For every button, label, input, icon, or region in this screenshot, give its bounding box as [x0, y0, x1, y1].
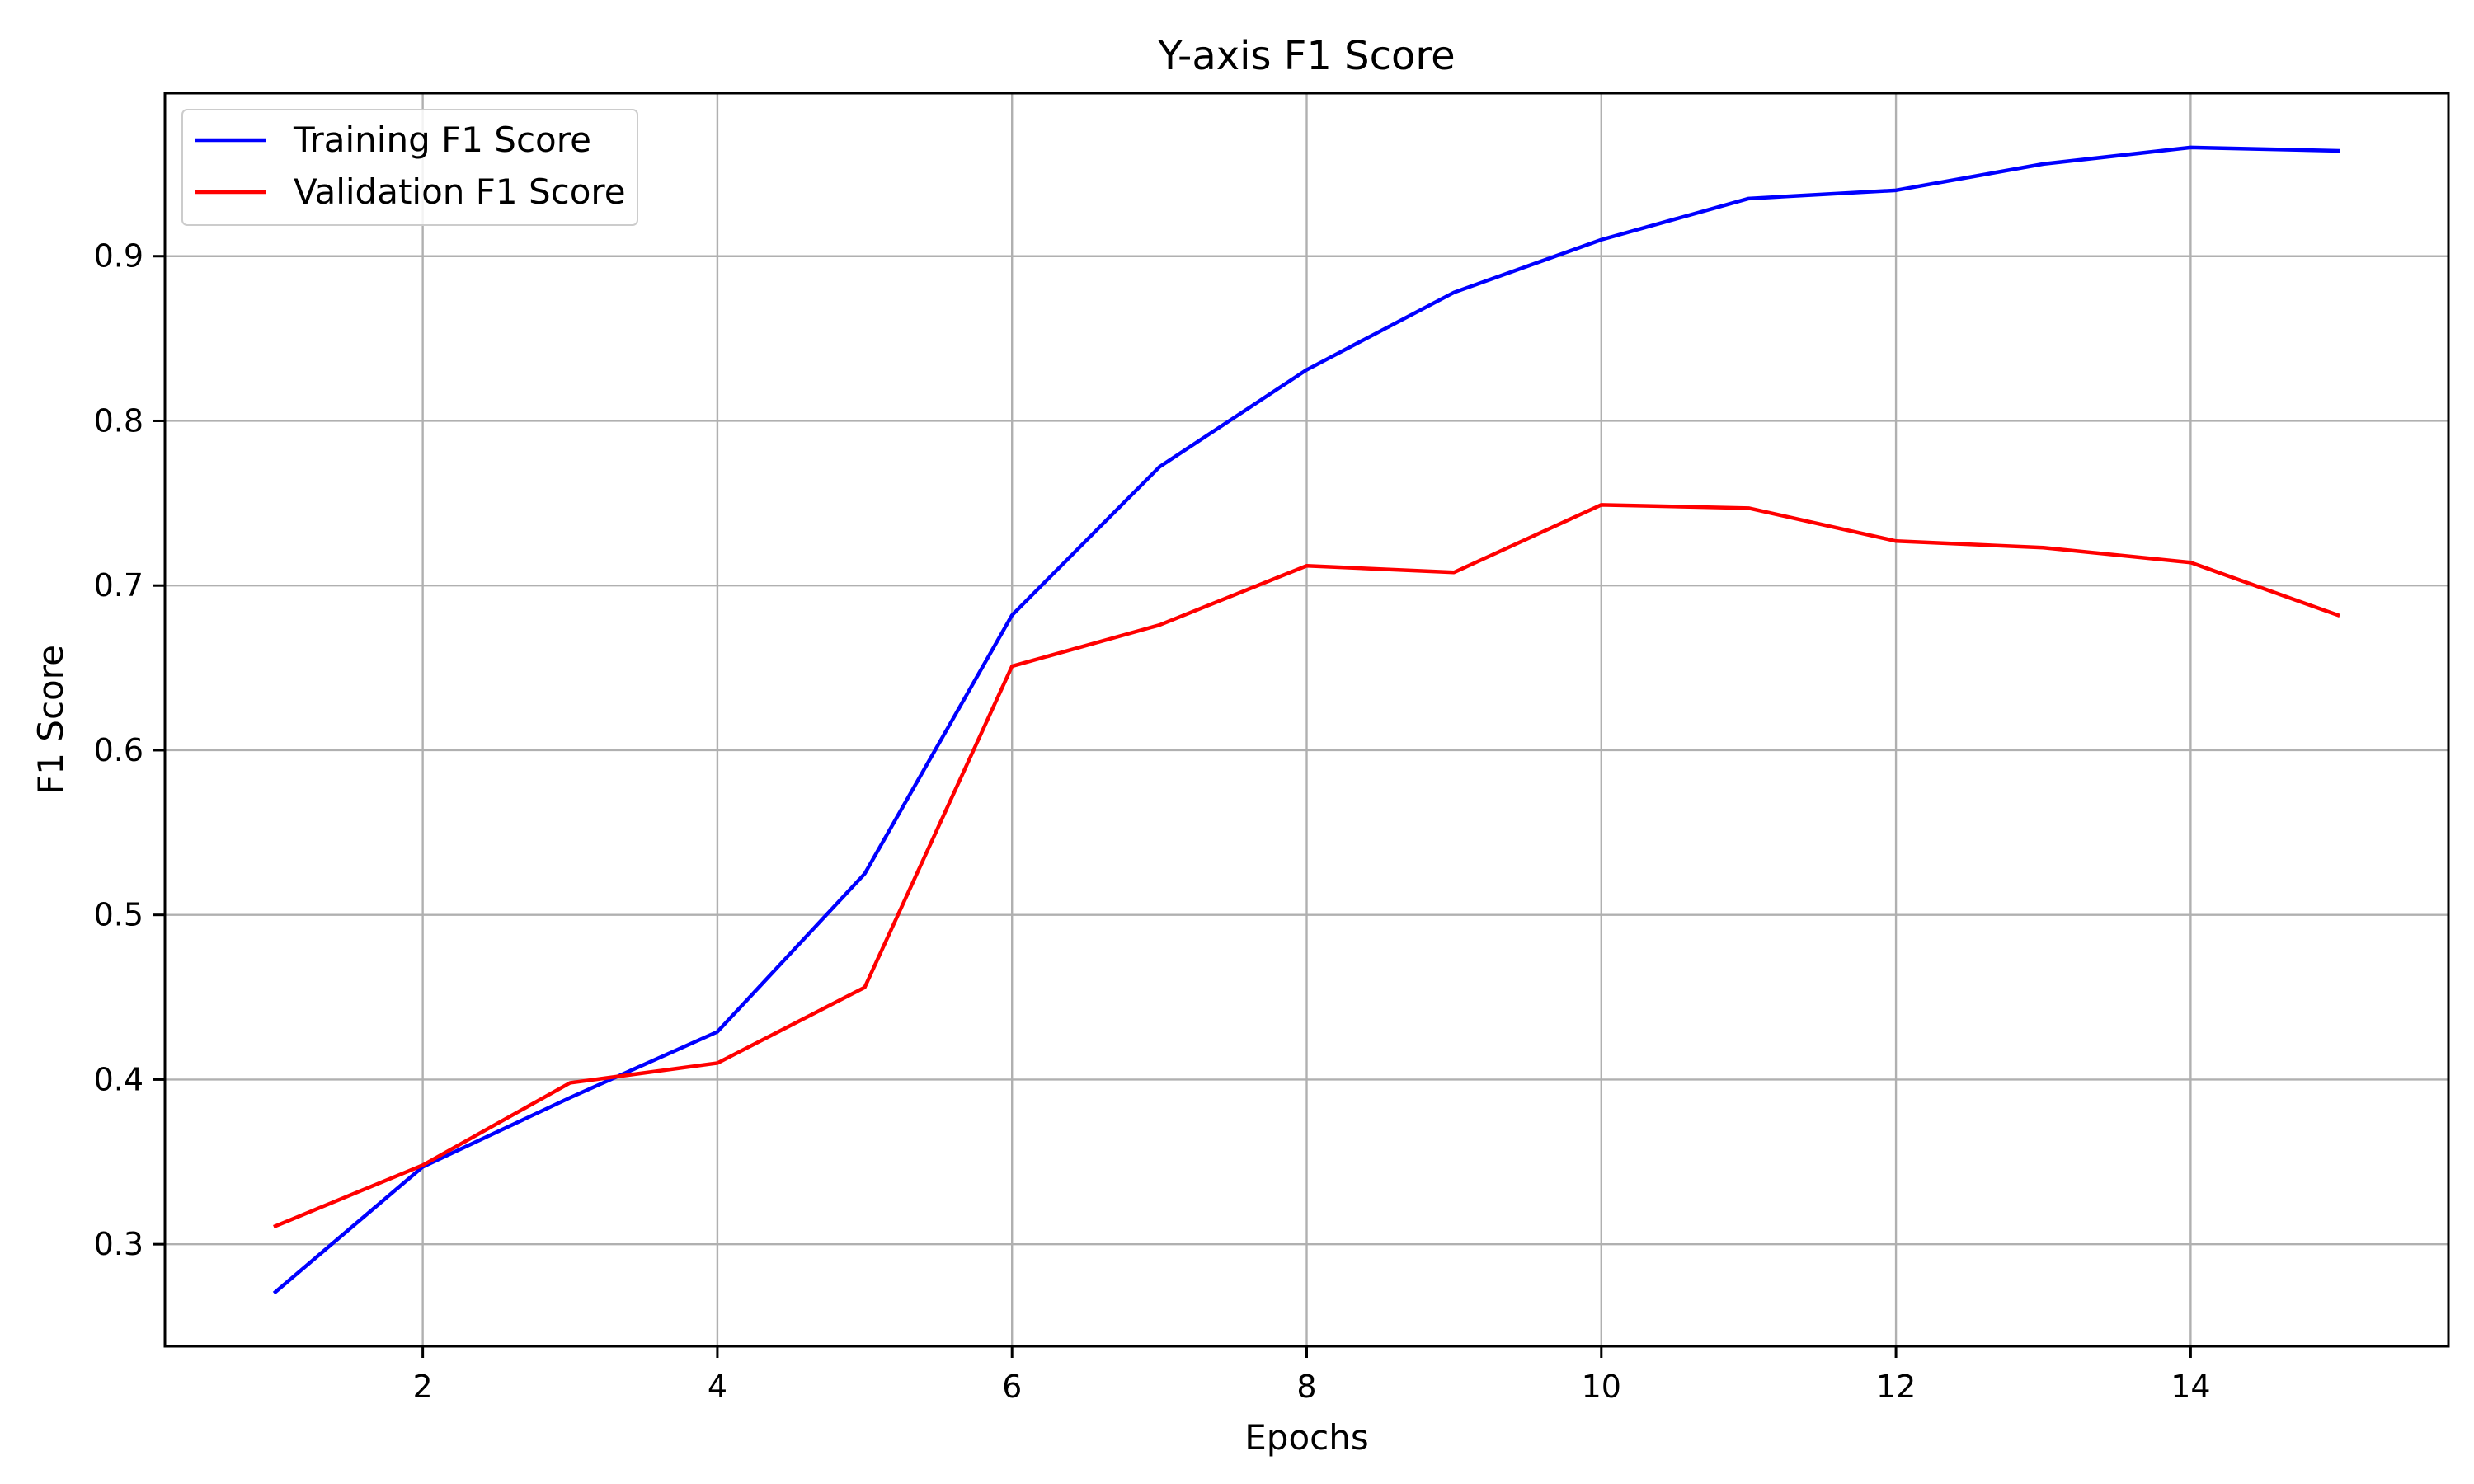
x-axis-ticks: 2 4 6 8 10 12 14: [413, 1346, 2211, 1405]
x-tick-label: 14: [2171, 1369, 2210, 1405]
y-tick-label: 0.4: [94, 1061, 143, 1097]
legend-label-training: Training F1 Score: [293, 120, 591, 160]
x-tick-label: 4: [708, 1369, 727, 1405]
y-tick-label: 0.8: [94, 402, 143, 439]
y-tick-label: 0.9: [94, 238, 143, 275]
y-tick-label: 0.7: [94, 567, 143, 603]
grid: [165, 93, 2448, 1346]
x-tick-label: 6: [1002, 1369, 1022, 1405]
chart-title: Y-axis F1 Score: [1157, 33, 1455, 79]
series-line-validation: [273, 503, 2340, 1229]
y-axis-ticks: 0.3 0.4 0.5 0.6 0.7 0.8 0.9: [94, 238, 165, 1262]
legend-label-validation: Validation F1 Score: [294, 171, 626, 212]
x-tick-label: 12: [1876, 1369, 1916, 1405]
y-tick-label: 0.5: [94, 897, 143, 933]
x-tick-label: 10: [1582, 1369, 1621, 1405]
y-axis-title: F1 Score: [31, 645, 71, 795]
y-tick-label: 0.6: [94, 732, 143, 768]
x-tick-label: 2: [413, 1369, 433, 1405]
y-tick-label: 0.3: [94, 1226, 143, 1262]
legend-box: [181, 109, 638, 226]
x-tick-label: 8: [1296, 1369, 1316, 1405]
series-lines: [272, 145, 2340, 1295]
legend: Training F1 Score Validation F1 Score: [181, 109, 638, 226]
x-axis-title: Epochs: [1244, 1417, 1369, 1458]
